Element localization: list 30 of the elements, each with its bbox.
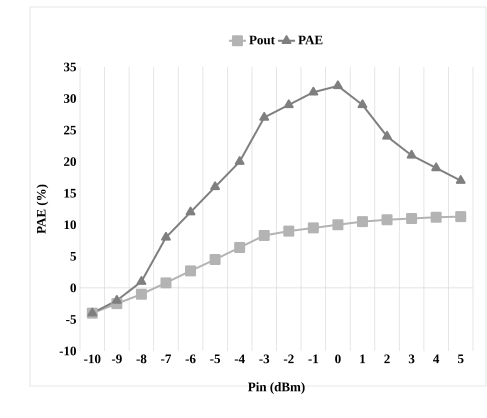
legend-label: PAE — [298, 36, 322, 44]
y-tick-label: -10 — [60, 346, 76, 356]
y-tick-label: 10 — [64, 220, 76, 230]
x-tick-label: -6 — [186, 354, 196, 364]
x-tick-label: -5 — [210, 354, 220, 364]
y-tick-label: 5 — [70, 252, 76, 261]
y-tick-label: 35 — [64, 62, 76, 72]
x-tick-label: 1 — [360, 354, 366, 364]
legend-label: Pout — [249, 36, 275, 44]
x-tick-label: -10 — [84, 354, 100, 364]
x-tick-label: -4 — [234, 354, 245, 364]
y-tick-label: 20 — [64, 157, 76, 166]
x-tick-label: 5 — [458, 354, 464, 364]
x-tick-label: -1 — [308, 354, 318, 364]
x-tick-label: 0 — [335, 354, 341, 364]
x-tick-label: -8 — [136, 354, 146, 364]
y-tick-label: 25 — [64, 126, 76, 134]
x-tick-label: 4 — [433, 354, 440, 364]
y-tick-label: 30 — [64, 94, 76, 103]
y-tick-label: 0 — [70, 284, 76, 292]
x-tick-label: -2 — [284, 354, 294, 364]
x-tick-label: -7 — [161, 354, 172, 364]
y-tick-label: -5 — [66, 315, 76, 324]
y-axis-title: PAE (%) — [36, 184, 48, 234]
x-tick-label: -3 — [259, 354, 270, 364]
x-tick-label: -9 — [112, 354, 122, 364]
x-axis-title: Pin (dBm) — [248, 382, 305, 394]
x-tick-label: 2 — [384, 354, 390, 364]
y-tick-label: 15 — [64, 188, 76, 198]
x-tick-label: 3 — [408, 354, 414, 364]
